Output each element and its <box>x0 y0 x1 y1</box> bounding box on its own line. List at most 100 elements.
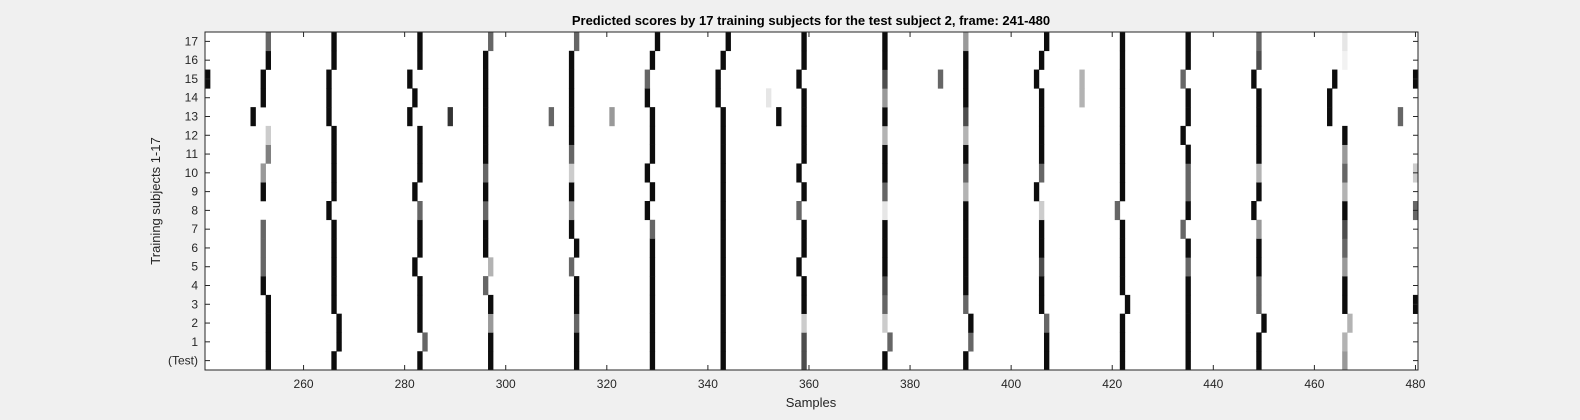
heatmap-cell <box>1185 351 1191 371</box>
x-tick-label: 400 <box>1001 377 1021 391</box>
heatmap-cell <box>963 276 969 296</box>
heatmap-cell <box>882 163 888 183</box>
heatmap-cell <box>720 163 726 183</box>
heatmap-cell <box>1119 257 1126 277</box>
heatmap-cell <box>1043 32 1050 52</box>
heatmap-cell <box>801 50 807 70</box>
heatmap-cell <box>482 201 489 221</box>
heatmap-cell <box>644 69 651 89</box>
heatmap-cell <box>720 107 726 127</box>
heatmap-cell <box>573 351 580 371</box>
heatmap-cell <box>1038 257 1045 277</box>
heatmap-cell <box>331 294 337 314</box>
heatmap-cell <box>649 238 656 258</box>
heatmap-cell <box>720 276 726 296</box>
y-tick-label: 2 <box>191 316 198 330</box>
heatmap-cell <box>720 351 726 371</box>
heatmap-cell <box>417 163 423 183</box>
y-tick-label: 16 <box>185 53 199 67</box>
heatmap-cell <box>326 69 332 89</box>
heatmap-cell <box>331 238 337 258</box>
heatmap-cell <box>801 294 807 314</box>
heatmap-cell <box>1119 88 1126 108</box>
heatmap-cell <box>1397 107 1404 127</box>
heatmap-cell <box>937 69 944 89</box>
plot-background <box>205 32 1418 370</box>
heatmap-cell <box>882 219 888 239</box>
heatmap-cell <box>1342 125 1348 145</box>
heatmap-cell <box>1180 219 1186 239</box>
heatmap-cell <box>1256 276 1262 296</box>
heatmap-cell <box>331 163 337 183</box>
heatmap-cell <box>1119 238 1126 258</box>
x-tick-label: 340 <box>698 377 718 391</box>
heatmap-cell <box>568 125 575 145</box>
heatmap-cell <box>1185 144 1191 164</box>
heatmap-cell <box>963 219 969 239</box>
x-tick-label: 420 <box>1102 377 1122 391</box>
heatmap-cell <box>331 125 337 145</box>
heatmap-cell <box>1256 351 1262 371</box>
heatmap-cell <box>1119 144 1126 164</box>
heatmap-cell <box>1256 32 1262 52</box>
heatmap-cell <box>720 238 726 258</box>
heatmap-cell <box>1251 201 1257 221</box>
heatmap-cell <box>649 276 656 296</box>
heatmap-cell <box>649 125 656 145</box>
heatmap-cell <box>1185 294 1191 314</box>
heatmap-cell <box>1256 238 1262 258</box>
x-tick-label: 300 <box>496 377 516 391</box>
heatmap-cell <box>796 69 802 89</box>
heatmap-cell <box>1185 201 1191 221</box>
heatmap-cell <box>649 50 656 70</box>
heatmap-cell <box>1256 182 1262 202</box>
y-tick-label: 12 <box>185 128 199 142</box>
x-tick-label: 320 <box>597 377 617 391</box>
heatmap-cell <box>1119 125 1126 145</box>
heatmap-cell <box>1256 257 1262 277</box>
x-tick-label: 260 <box>294 377 314 391</box>
heatmap-cell <box>776 107 782 127</box>
heatmap-cell <box>882 125 888 145</box>
heatmap-cell <box>1038 163 1045 183</box>
y-tick-label: 7 <box>191 222 198 236</box>
heatmap-cell <box>488 351 494 371</box>
heatmap-cell <box>573 294 580 314</box>
heatmap-cell <box>649 182 656 202</box>
heatmap-cell <box>417 32 423 52</box>
heatmap-cell <box>963 144 969 164</box>
heatmap-cell <box>801 332 807 352</box>
heatmap-cell <box>1038 144 1045 164</box>
heatmap-cell <box>573 276 580 296</box>
heatmap-cell <box>968 313 974 333</box>
heatmap-cell <box>417 144 423 164</box>
heatmap-cell <box>1180 125 1186 145</box>
heatmap-cell <box>766 88 772 108</box>
heatmap-cell <box>417 201 423 221</box>
heatmap-cell <box>488 313 494 333</box>
heatmap-cell <box>801 125 807 145</box>
heatmap-cell <box>1342 238 1348 258</box>
heatmap-cell <box>250 107 256 127</box>
y-tick-label: 17 <box>185 34 199 48</box>
heatmap-cell <box>1342 351 1348 371</box>
heatmap-cell <box>265 332 272 352</box>
heatmap-cell <box>1119 332 1126 352</box>
heatmap-cell <box>649 332 656 352</box>
heatmap-cell <box>331 182 337 202</box>
heatmap-cell <box>1119 107 1126 127</box>
heatmap-cell <box>326 88 332 108</box>
heatmap-cell <box>1342 50 1348 70</box>
heatmap-cell <box>265 144 272 164</box>
heatmap-cell <box>331 257 337 277</box>
heatmap-cell <box>482 69 489 89</box>
heatmap-cell <box>1256 294 1262 314</box>
heatmap-cell <box>1079 69 1085 89</box>
heatmap-cell <box>1185 163 1191 183</box>
heatmap-cell <box>882 88 888 108</box>
heatmap-cell <box>1347 313 1353 333</box>
heatmap-cell <box>573 313 580 333</box>
heatmap-cell <box>1038 88 1045 108</box>
heatmap-cell <box>609 107 615 127</box>
heatmap-cell <box>1043 313 1050 333</box>
